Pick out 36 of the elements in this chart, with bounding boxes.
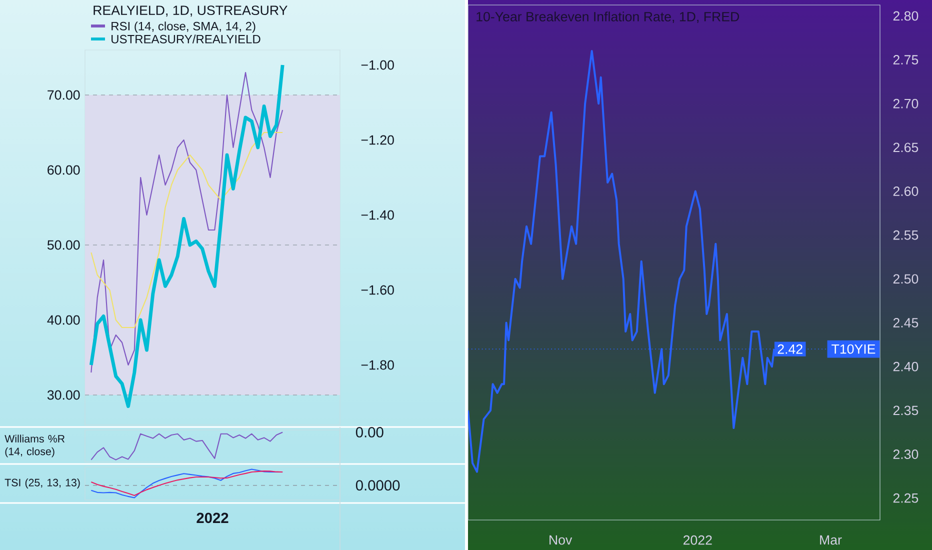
y-tick-label: 2.40 [893, 362, 918, 372]
y-tick-label: 2.60 [893, 186, 918, 196]
y-tick-label: 2.75 [893, 55, 918, 64]
x-tick-label: Mar [820, 535, 842, 545]
y-tick-label: 60.00 [48, 165, 80, 175]
y-tick-label: 2.70 [893, 98, 918, 108]
y-tick-label: 2.45 [893, 318, 918, 328]
y2-tick-label: −1.40 [361, 210, 394, 220]
y2-tick-label: −1.20 [361, 135, 394, 145]
y-tick-label: 40.00 [47, 315, 80, 325]
x-tick-label: 2022 [683, 535, 712, 545]
y-tick-label: 2.80 [893, 11, 918, 21]
annotation: 2.42 [778, 344, 802, 354]
y-tick-label: 2.65 [893, 142, 918, 152]
text: 0.0000 [356, 480, 400, 491]
y-tick-label: 30.00 [47, 390, 80, 400]
legend-label: RSI (14, close, SMA, 14, 2) [112, 22, 256, 33]
legend-label: USTREASURY/REALYIELD [112, 34, 260, 44]
y2-tick-label: −1.60 [361, 285, 394, 295]
y2-tick-label: −1.80 [361, 360, 394, 370]
series-label: TSI (25, 13, 13) [4, 478, 80, 488]
y2-tick-label: −1.00 [361, 60, 394, 70]
chart-title: REALYIELD, 1D, USTREASURY [94, 6, 288, 17]
ref-line-label: T10YIE [832, 344, 876, 354]
text: Williams %R (14, close) [4, 434, 65, 458]
chart-title: 10-Year Breakeven Inflation Rate, 1D, FRED [476, 12, 740, 23]
y-tick-label: 2.30 [893, 450, 918, 459]
y-tick-label: 2.50 [893, 274, 918, 284]
y-tick-label: 2.25 [893, 493, 918, 503]
y-tick-label: 50.00 [47, 240, 80, 250]
y-tick-label: 2.55 [893, 230, 918, 240]
x-axis-title: 2022 [196, 512, 228, 524]
x-tick-label: Nov [550, 535, 572, 545]
y-tick-label: 2.35 [893, 406, 918, 416]
y-tick-label: 70.00 [48, 90, 80, 100]
text: 0.00 [356, 427, 384, 438]
